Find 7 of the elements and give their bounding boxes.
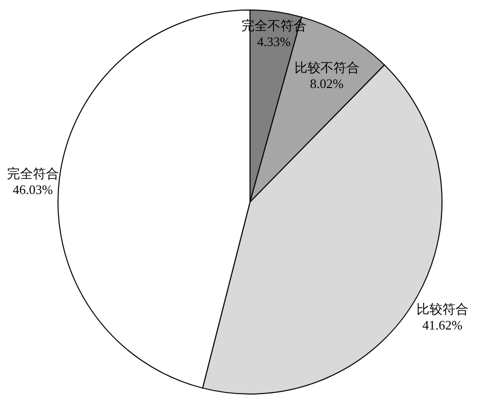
slice-label: 完全符合 [6, 166, 59, 181]
data-label: 8.02% [310, 76, 344, 92]
data-label: 41.62% [422, 317, 463, 332]
data-label: 46.03% [12, 182, 54, 197]
slice-label: 比较符合 [416, 301, 468, 316]
slice-label: 比较不符合 [294, 60, 360, 76]
data-label: 4.33% [257, 34, 291, 49]
